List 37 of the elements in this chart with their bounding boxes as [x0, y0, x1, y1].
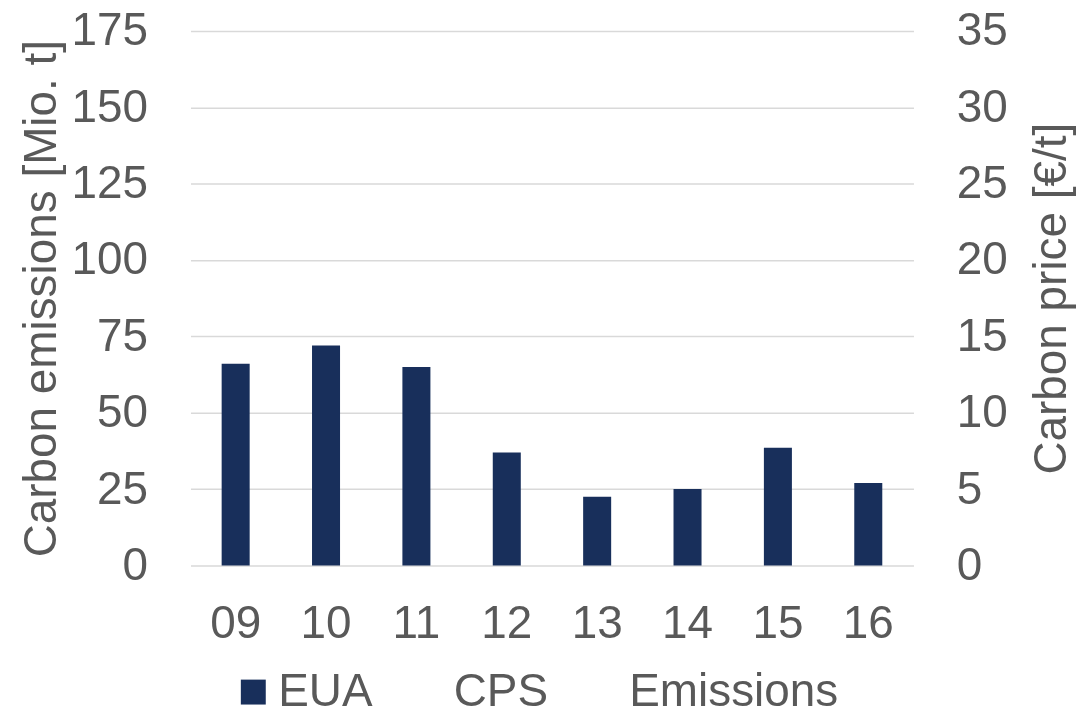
text: Emissions [629, 664, 839, 717]
y-tick-label: 0 [122, 537, 149, 590]
bar [312, 345, 341, 566]
y2-tick-label: 5 [956, 461, 983, 514]
y2-tick-label: 15 [956, 308, 1008, 361]
y2-axis-title: Carbon price [€/t] [1023, 122, 1076, 475]
y2-tick-label: 20 [956, 232, 1008, 285]
x-tick-label: 16 [842, 595, 894, 648]
bar [583, 496, 612, 566]
y-tick-label: 75 [97, 308, 149, 361]
y-tick-label: 25 [97, 461, 149, 514]
y-axis-title: Carbon emissions [Mio. t] [13, 39, 66, 558]
y-tick-label: 50 [97, 385, 149, 438]
legend-label: EUA [278, 664, 373, 717]
y-tick-label: 175 [71, 3, 149, 56]
x-tick-label: 10 [300, 595, 352, 648]
x-tick-label: 09 [210, 595, 262, 648]
bar [673, 489, 702, 566]
y2-tick-label: 25 [956, 156, 1008, 209]
y2-tick-label: 35 [956, 3, 1008, 56]
text: CPS [453, 664, 549, 717]
y-tick-label: 125 [71, 156, 149, 209]
bar [854, 482, 883, 566]
x-tick-label: 14 [662, 595, 714, 648]
bar [763, 447, 792, 566]
y-tick-label: 150 [71, 79, 149, 132]
x-tick-label: 13 [571, 595, 623, 648]
y2-tick-label: 10 [956, 385, 1008, 438]
bar [492, 452, 521, 566]
y2-tick-label: 30 [956, 79, 1008, 132]
bar [221, 363, 250, 566]
x-tick-label: 11 [392, 595, 441, 648]
x-tick-label: 15 [752, 595, 804, 648]
y2-tick-label: 0 [956, 537, 983, 590]
x-tick-label: 12 [481, 595, 533, 648]
bar [402, 366, 431, 566]
y-tick-label: 100 [71, 232, 149, 285]
